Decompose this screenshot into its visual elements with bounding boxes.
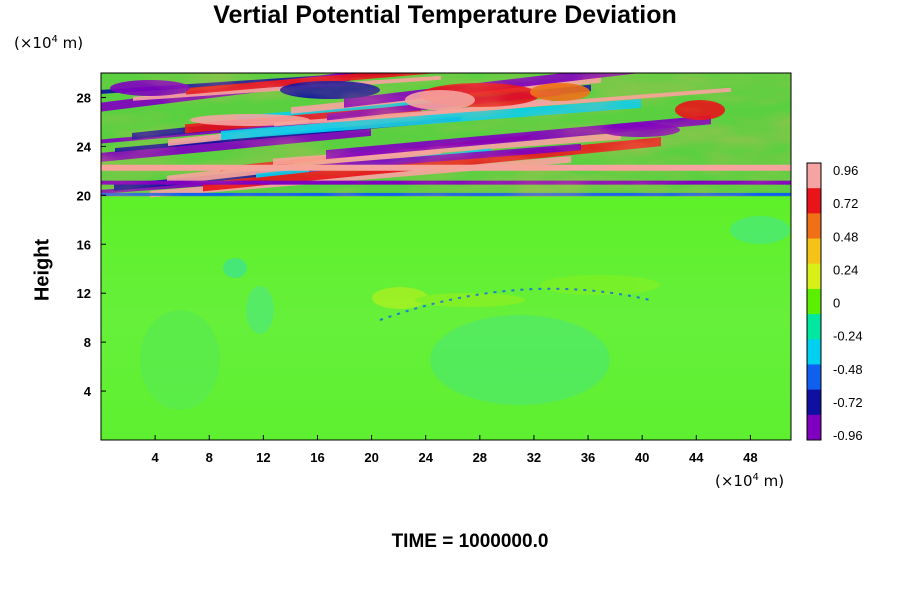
colorbar-swatch-9: [807, 389, 821, 416]
x-tick-label-8: 36: [581, 450, 595, 465]
x-tick-label-1: 8: [206, 450, 213, 465]
colorbar-swatch-5: [807, 288, 821, 315]
y-tick-label-0: 4: [84, 384, 92, 399]
colorbar: 0.96 0.72 0.48 0.24 0 -0.24 -0.48 -0.72 -0.96: [806, 162, 863, 443]
x-axis-unit: (×104 m): [715, 472, 785, 490]
lower-layer-features: [140, 216, 790, 410]
x-tick-label-7: 32: [527, 450, 541, 465]
y-tick-label-4: 20: [77, 188, 91, 203]
colorbar-label-5: -0.24: [833, 329, 863, 344]
colorbar-label-2: 0.48: [833, 229, 858, 244]
plot-frame: [100, 72, 792, 441]
colorbar-label-3: 0.24: [833, 262, 858, 277]
colorbar-swatch-4: [807, 263, 821, 290]
x-tick-label-10: 44: [689, 450, 704, 465]
colorbar-swatch-2: [807, 213, 821, 240]
colorbar-swatch-6: [807, 314, 821, 340]
colorbar-swatch-8: [807, 364, 821, 391]
colorbar-swatch-10: [807, 414, 821, 441]
x-axis-ticks: 4 8 12 16 20 24 28 32 36 40 44 48: [152, 435, 758, 465]
x-tick-label-3: 16: [310, 450, 324, 465]
colorbar-frame: [806, 162, 822, 441]
y-axis-ticks: 4 8 12 16 20 24 28: [77, 90, 106, 399]
chart-title: Vertial Potential Temperature Deviation: [213, 1, 677, 29]
x-tick-label-0: 4: [152, 450, 160, 465]
y-tick-label-5: 24: [77, 139, 92, 154]
y-tick-label-1: 8: [84, 335, 91, 350]
x-tick-label-9: 40: [635, 450, 649, 465]
y-tick-label-2: 12: [77, 286, 91, 301]
colorbar-label-4: 0: [833, 296, 840, 311]
colorbar-label-7: -0.72: [833, 395, 863, 410]
x-tick-label-4: 20: [364, 450, 378, 465]
colorbar-swatch-0: [807, 163, 821, 189]
x-tick-label-11: 48: [743, 450, 757, 465]
time-label: TIME = 1000000.0: [391, 531, 549, 552]
colorbar-label-0: 0.96: [833, 163, 858, 178]
colorbar-swatch-7: [807, 339, 821, 365]
y-tick-label-3: 16: [77, 237, 91, 252]
colorbar-swatch-1: [807, 188, 821, 214]
y-tick-label-6: 28: [77, 90, 91, 105]
colorbar-label-1: 0.72: [833, 196, 858, 211]
lower-layer-field: [101, 195, 791, 440]
y-axis-unit: (×104 m): [14, 34, 84, 52]
colorbar-swatch-3: [807, 238, 821, 265]
colorbar-label-6: -0.48: [833, 362, 863, 377]
lower-arc-feature: [379, 287, 651, 321]
x-tick-label-2: 12: [256, 450, 270, 465]
x-tick-label-6: 28: [473, 450, 487, 465]
colorbar-label-8: -0.96: [833, 428, 863, 443]
x-tick-label-5: 24: [418, 450, 433, 465]
